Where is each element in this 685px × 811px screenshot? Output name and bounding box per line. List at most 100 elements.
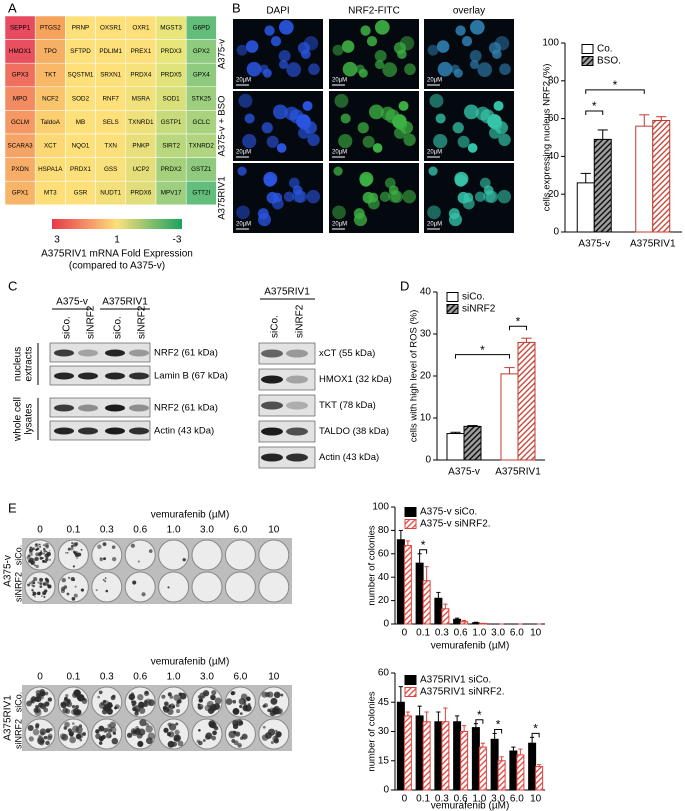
colony: [66, 552, 69, 554]
legend-swatch: [581, 44, 594, 54]
cell: [399, 36, 415, 51]
colony: [29, 550, 33, 555]
colony: [80, 548, 83, 551]
colony: [169, 695, 174, 699]
colony: [74, 585, 77, 588]
colony: [71, 722, 75, 725]
colony: [242, 705, 247, 710]
colony: [197, 703, 201, 706]
cell: [362, 191, 375, 204]
panel-label: C: [8, 278, 17, 293]
y-tick-label: 60: [378, 548, 390, 559]
colony: [176, 699, 181, 704]
band: [261, 349, 283, 358]
band: [78, 404, 98, 412]
gene-label: RNF7: [102, 95, 119, 102]
bar: [422, 580, 431, 625]
gene-label: PRDX2: [161, 166, 182, 173]
cell: [384, 177, 396, 189]
cell: [301, 49, 311, 59]
colony: [80, 588, 84, 592]
colonies: [27, 577, 52, 598]
gene-label: MPO: [13, 95, 27, 102]
colony: [71, 597, 76, 601]
colony: [66, 701, 73, 708]
cell: [433, 133, 448, 149]
colony: [39, 694, 44, 700]
dose-label: 0.3: [100, 672, 114, 683]
cell: [278, 59, 289, 70]
colonies: [128, 690, 155, 716]
cell: [342, 61, 358, 77]
colony: [78, 724, 83, 728]
colony: [41, 595, 43, 597]
x-tick-label: 1.0: [472, 794, 486, 805]
cell: [435, 113, 446, 124]
cell: [395, 118, 408, 131]
error-bar: [521, 337, 532, 343]
colony: [280, 693, 284, 697]
colony: [70, 576, 75, 582]
colorbar-tick-label: -3: [173, 235, 182, 246]
cell: [292, 189, 305, 203]
cell: [404, 63, 416, 76]
colony: [246, 696, 251, 702]
dose-label: 0.3: [100, 525, 114, 536]
gene-label: SCARA3: [7, 142, 33, 149]
cells: [334, 93, 416, 153]
cell: [306, 189, 321, 204]
gene-label: PRNP: [72, 24, 90, 31]
scale-bar-label: 20µM: [332, 78, 347, 84]
colony: [131, 700, 134, 703]
colorbar-caption: (compared to A375-v): [69, 261, 165, 272]
colony: [34, 595, 36, 598]
colony: [35, 564, 39, 569]
colony: [145, 737, 153, 745]
colony: [247, 703, 251, 706]
significance-star: *: [592, 99, 597, 113]
colony: [65, 693, 69, 698]
y-tick-label: 100: [542, 38, 559, 49]
dose-label: 0.6: [133, 672, 147, 683]
plate: [158, 539, 190, 571]
gene-label: PRDX6: [130, 190, 151, 197]
colony: [61, 733, 69, 741]
colonies: [95, 577, 109, 593]
cell: [303, 36, 319, 51]
band: [105, 372, 125, 380]
band: [129, 349, 149, 357]
gene-label: GPX4: [193, 72, 210, 79]
colony: [42, 591, 47, 596]
x-tick-label: 0.6: [454, 794, 468, 805]
gene-label: SRXN1: [100, 72, 121, 79]
gene-label: GTT2I: [192, 190, 210, 197]
cell: [244, 113, 255, 124]
colony: [39, 545, 42, 548]
legend-swatch: [581, 56, 594, 66]
colony: [264, 691, 271, 698]
gene-label: NCF2: [42, 95, 59, 102]
column-header: overlay: [453, 6, 485, 17]
colony: [111, 737, 119, 745]
legend-label: A375-v siCo.: [420, 507, 477, 518]
panel-label: D: [400, 278, 409, 293]
band: [105, 427, 125, 435]
gene-label: PRDX1: [70, 166, 91, 173]
colony: [37, 581, 40, 584]
colony: [49, 550, 51, 552]
plate: [191, 539, 223, 571]
colonies: [163, 722, 184, 748]
cells: [236, 19, 320, 78]
cell: [457, 135, 470, 148]
error-bar: [462, 619, 467, 622]
cell: [332, 205, 346, 220]
colony: [198, 698, 204, 703]
colony: [41, 557, 44, 560]
colony: [275, 731, 282, 738]
gene-label: SIRT2: [162, 142, 180, 149]
bar: [497, 760, 506, 791]
plate: [124, 571, 156, 603]
legend-swatch: [404, 687, 417, 697]
band: [286, 349, 308, 358]
colony: [239, 704, 243, 709]
